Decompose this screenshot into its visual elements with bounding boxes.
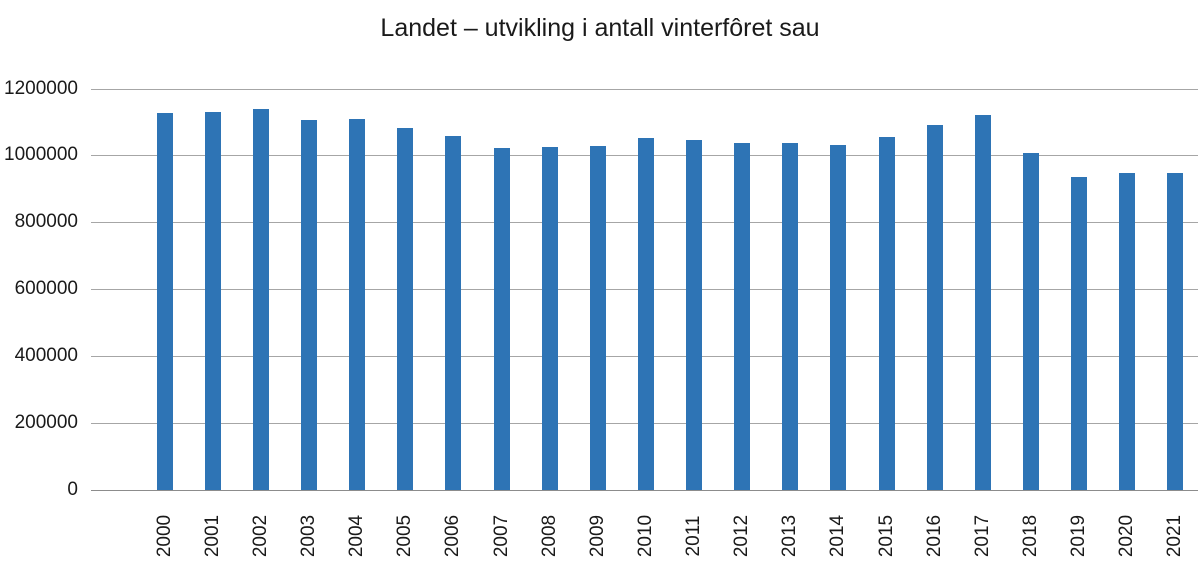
bar-2002 — [252, 108, 269, 490]
bar-2005 — [397, 128, 414, 490]
y-axis-tick-label: 400000 — [14, 345, 78, 367]
x-axis-tick-label: 2021 — [1164, 514, 1186, 558]
bar-2013 — [782, 143, 799, 490]
bar-2008 — [541, 147, 558, 490]
bar-2017 — [974, 115, 991, 490]
x-axis-tick-label: 2010 — [634, 514, 656, 558]
x-axis-tick-label: 2018 — [1019, 514, 1041, 558]
x-axis-tick-label: 2000 — [153, 514, 175, 558]
x-axis-tick-label: 2009 — [586, 514, 608, 558]
y-axis-tick-label: 600000 — [14, 278, 78, 300]
x-axis-tick-label: 2017 — [971, 514, 993, 558]
x-axis-tick-label: 2012 — [731, 514, 753, 558]
x-axis-tick-label: 2001 — [201, 514, 223, 558]
x-axis-tick-label: 2014 — [827, 514, 849, 558]
bar-2003 — [300, 120, 317, 490]
bar-2012 — [734, 143, 751, 490]
y-axis-tick-label: 1000000 — [4, 144, 78, 166]
x-axis-tick-label: 2016 — [923, 514, 945, 558]
x-axis-tick-label: 2003 — [297, 514, 319, 558]
x-axis-tick-label: 2005 — [394, 514, 416, 558]
x-axis-tick-label: 2004 — [346, 514, 368, 558]
bar-2015 — [878, 137, 895, 490]
x-axis-tick-label: 2019 — [1068, 514, 1090, 558]
y-axis-tick-label: 800000 — [14, 211, 78, 233]
x-axis-tick-label: 2008 — [538, 514, 560, 558]
y-axis-tick-label: 0 — [67, 479, 78, 500]
x-axis-tick-label: 2015 — [875, 514, 897, 558]
bar-2011 — [686, 140, 703, 490]
bar-2016 — [926, 124, 943, 490]
bar-2007 — [493, 148, 510, 490]
bar-2004 — [349, 118, 366, 490]
bar-2010 — [637, 137, 654, 490]
x-axis-tick-label: 2011 — [683, 515, 705, 557]
bar-2020 — [1119, 173, 1136, 490]
bar-2009 — [589, 146, 606, 490]
x-axis-tick-label: 2007 — [490, 514, 512, 558]
x-axis-tick-label: 2020 — [1116, 514, 1138, 558]
bar-2018 — [1022, 152, 1039, 490]
bar-2006 — [445, 136, 462, 490]
bar-2019 — [1071, 176, 1088, 490]
x-axis-line — [91, 490, 1198, 491]
y-axis-tick-label: 200000 — [14, 412, 78, 434]
bar-2000 — [156, 112, 173, 490]
gridline — [91, 88, 1198, 90]
bar-2021 — [1167, 173, 1184, 490]
chart-title: Landet – utvikling i antall vinterfôret … — [380, 14, 820, 42]
y-axis-tick-label: 1200000 — [4, 77, 78, 99]
bar-2001 — [204, 112, 221, 490]
x-axis-tick-label: 2013 — [779, 514, 801, 558]
x-axis-tick-label: 2006 — [442, 514, 464, 558]
x-axis-tick-label: 2002 — [249, 514, 271, 558]
bar-2014 — [830, 145, 847, 490]
